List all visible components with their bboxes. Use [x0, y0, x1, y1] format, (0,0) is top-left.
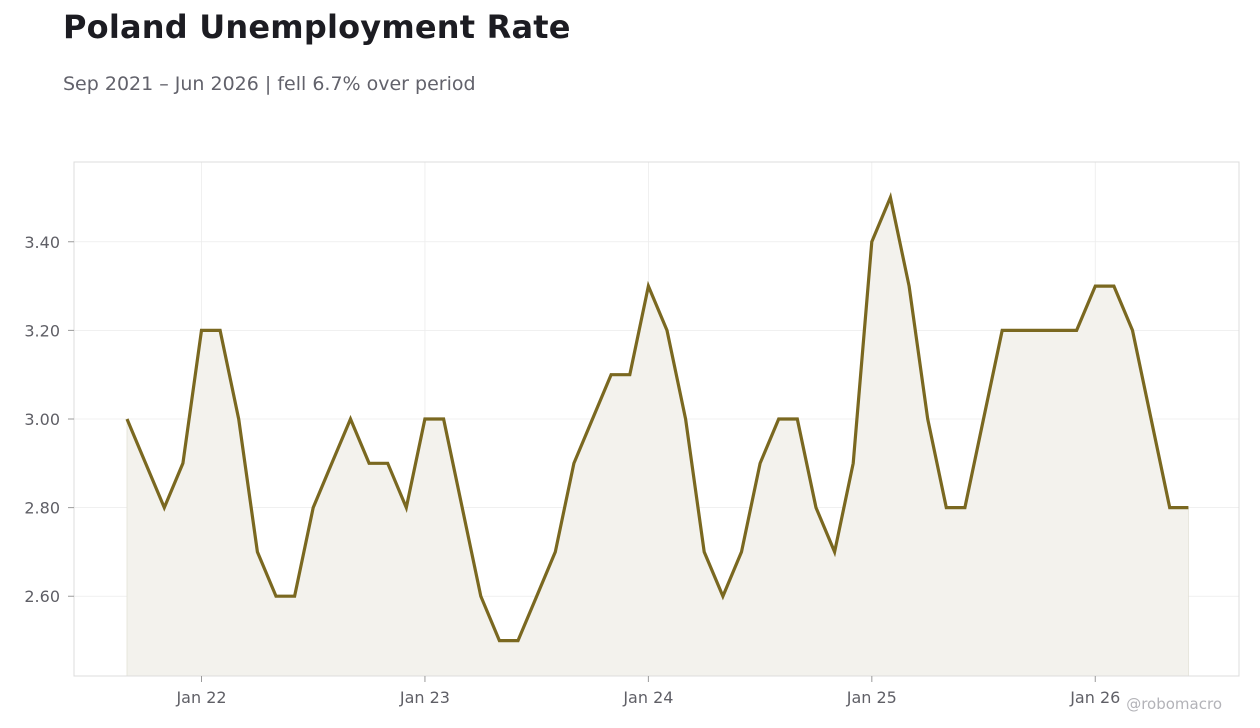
data-point: [349, 418, 352, 421]
data-point: [628, 373, 631, 376]
x-tick-label: Jan 26: [1069, 688, 1120, 707]
data-point: [721, 595, 724, 598]
x-tick-label: Jan 23: [399, 688, 450, 707]
data-point: [889, 196, 892, 199]
data-point: [1057, 329, 1060, 332]
data-point: [275, 595, 278, 598]
data-point: [1038, 329, 1041, 332]
data-point: [1001, 329, 1004, 332]
data-point: [424, 418, 427, 421]
data-point: [666, 329, 669, 332]
data-point: [610, 373, 613, 376]
y-tick-label: 3.40: [24, 233, 60, 252]
data-point: [219, 329, 222, 332]
chart-title: Poland Unemployment Rate: [63, 8, 571, 46]
data-point: [759, 462, 762, 465]
data-point: [740, 551, 743, 554]
data-point: [181, 462, 184, 465]
data-point: [852, 462, 855, 465]
data-point: [461, 506, 464, 509]
data-point: [684, 418, 687, 421]
data-point: [293, 595, 296, 598]
chart-subtitle: Sep 2021 – Jun 2026 | fell 6.7% over per…: [63, 73, 476, 95]
x-axis-ticks: Jan 22 Jan 23 Jan 24 Jan 25 Jan 26: [175, 676, 1120, 707]
data-point: [926, 418, 929, 421]
data-point: [964, 506, 967, 509]
data-point: [163, 506, 166, 509]
data-point: [368, 462, 371, 465]
data-point: [498, 639, 501, 642]
watermark: @robomacro: [1126, 695, 1222, 713]
y-axis-ticks: 2.60 2.80 3.00 3.20 3.40: [24, 233, 74, 606]
data-point: [833, 551, 836, 554]
data-point: [777, 418, 780, 421]
data-point: [386, 462, 389, 465]
data-point: [1019, 329, 1022, 332]
data-point: [945, 506, 948, 509]
y-tick-label: 3.00: [24, 410, 60, 429]
data-point: [237, 418, 240, 421]
y-tick-label: 2.80: [24, 499, 60, 518]
y-tick-label: 3.20: [24, 321, 60, 340]
data-point: [796, 418, 799, 421]
x-tick-label: Jan 25: [846, 688, 897, 707]
data-point: [591, 418, 594, 421]
area-fill: [126, 196, 1189, 677]
x-tick-label: Jan 24: [622, 688, 673, 707]
data-point: [442, 418, 445, 421]
data-point: [1075, 329, 1078, 332]
data-point: [1131, 329, 1134, 332]
data-point: [1187, 506, 1190, 509]
data-point: [815, 506, 818, 509]
y-tick-label: 2.60: [24, 587, 60, 606]
data-point: [144, 462, 147, 465]
data-point: [405, 506, 408, 509]
data-point: [703, 551, 706, 554]
data-point: [312, 506, 315, 509]
data-point: [1168, 506, 1171, 509]
data-point: [908, 285, 911, 288]
series-line: [125, 192, 1189, 643]
data-point: [200, 329, 203, 332]
data-point: [554, 551, 557, 554]
data-point: [573, 462, 576, 465]
data-point: [982, 418, 985, 421]
data-point: [517, 639, 520, 642]
data-point: [256, 551, 259, 554]
x-tick-label: Jan 22: [175, 688, 226, 707]
data-point: [479, 595, 482, 598]
data-point: [330, 462, 333, 465]
data-point: [1112, 285, 1115, 288]
data-point: [647, 285, 650, 288]
data-point: [1150, 418, 1153, 421]
data-point: [1094, 285, 1097, 288]
series-line-group: [125, 192, 1190, 643]
data-point: [535, 595, 538, 598]
data-point: [870, 240, 873, 243]
data-point: [126, 418, 129, 421]
